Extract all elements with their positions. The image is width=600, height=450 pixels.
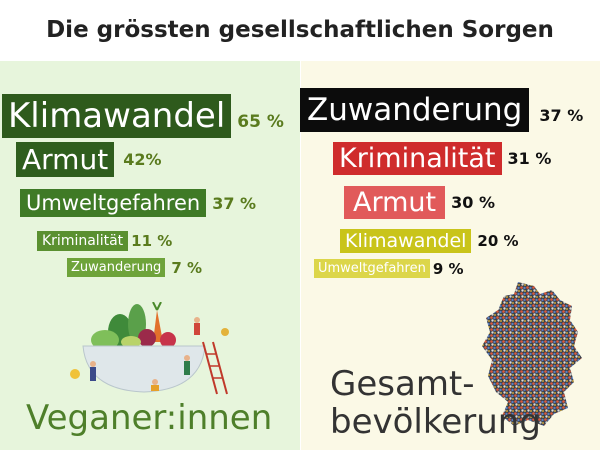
vegan-item-label: Zuwanderung (67, 258, 166, 277)
general-item-label: Klimawandel (340, 229, 472, 253)
vegan-item-percent: 7 % (171, 258, 203, 277)
page-title: Die grössten gesellschaftlichen Sorgen (46, 17, 554, 43)
general-item-percent: 37 % (539, 105, 584, 125)
general-item-5: Umweltgefahren 9 % (314, 259, 464, 278)
general-item-1: Zuwanderung 37 % (300, 88, 583, 132)
vegan-item-1: Klimawandel 65 % (2, 94, 284, 138)
general-item-percent: 9 % (432, 259, 464, 278)
general-item-percent: 20 % (477, 232, 519, 250)
vegan-item-label: Klimawandel (2, 94, 232, 138)
vegan-item-percent: 65 % (237, 112, 284, 132)
panel-divider (300, 61, 301, 450)
general-item-4: Klimawandel 20 % (340, 229, 519, 253)
vegan-item-percent: 42% (123, 150, 162, 169)
general-caption-line2: bevölkerung (330, 402, 541, 442)
vegan-caption: Veganer:innen (26, 398, 273, 438)
general-item-2: Kriminalität 31 % (333, 142, 551, 175)
vegan-item-percent: 11 % (131, 232, 173, 250)
vegan-item-label: Kriminalität (37, 231, 129, 251)
germany-crowd-map-illustration-icon (482, 282, 582, 426)
vegan-item-percent: 37 % (212, 193, 257, 213)
vegan-item-2: Armut 42% (16, 142, 161, 177)
general-item-label: Kriminalität (333, 142, 502, 175)
general-caption-line1: Gesamt- (330, 364, 475, 404)
vegan-item-4: Kriminalität 11 % (37, 231, 172, 251)
vegan-item-5: Zuwanderung 7 % (67, 258, 202, 277)
vegetable-bowl-illustration-icon (70, 302, 229, 395)
vegan-item-3: Umweltgefahren 37 % (20, 189, 256, 217)
vegan-item-label: Umweltgefahren (20, 189, 207, 217)
general-item-percent: 31 % (507, 149, 552, 168)
general-item-label: Armut (344, 186, 446, 219)
general-item-3: Armut 30 % (344, 186, 495, 219)
vegan-item-label: Armut (16, 142, 115, 177)
general-item-label: Zuwanderung (300, 88, 530, 132)
general-item-label: Umweltgefahren (314, 259, 430, 278)
general-item-percent: 30 % (451, 193, 495, 212)
